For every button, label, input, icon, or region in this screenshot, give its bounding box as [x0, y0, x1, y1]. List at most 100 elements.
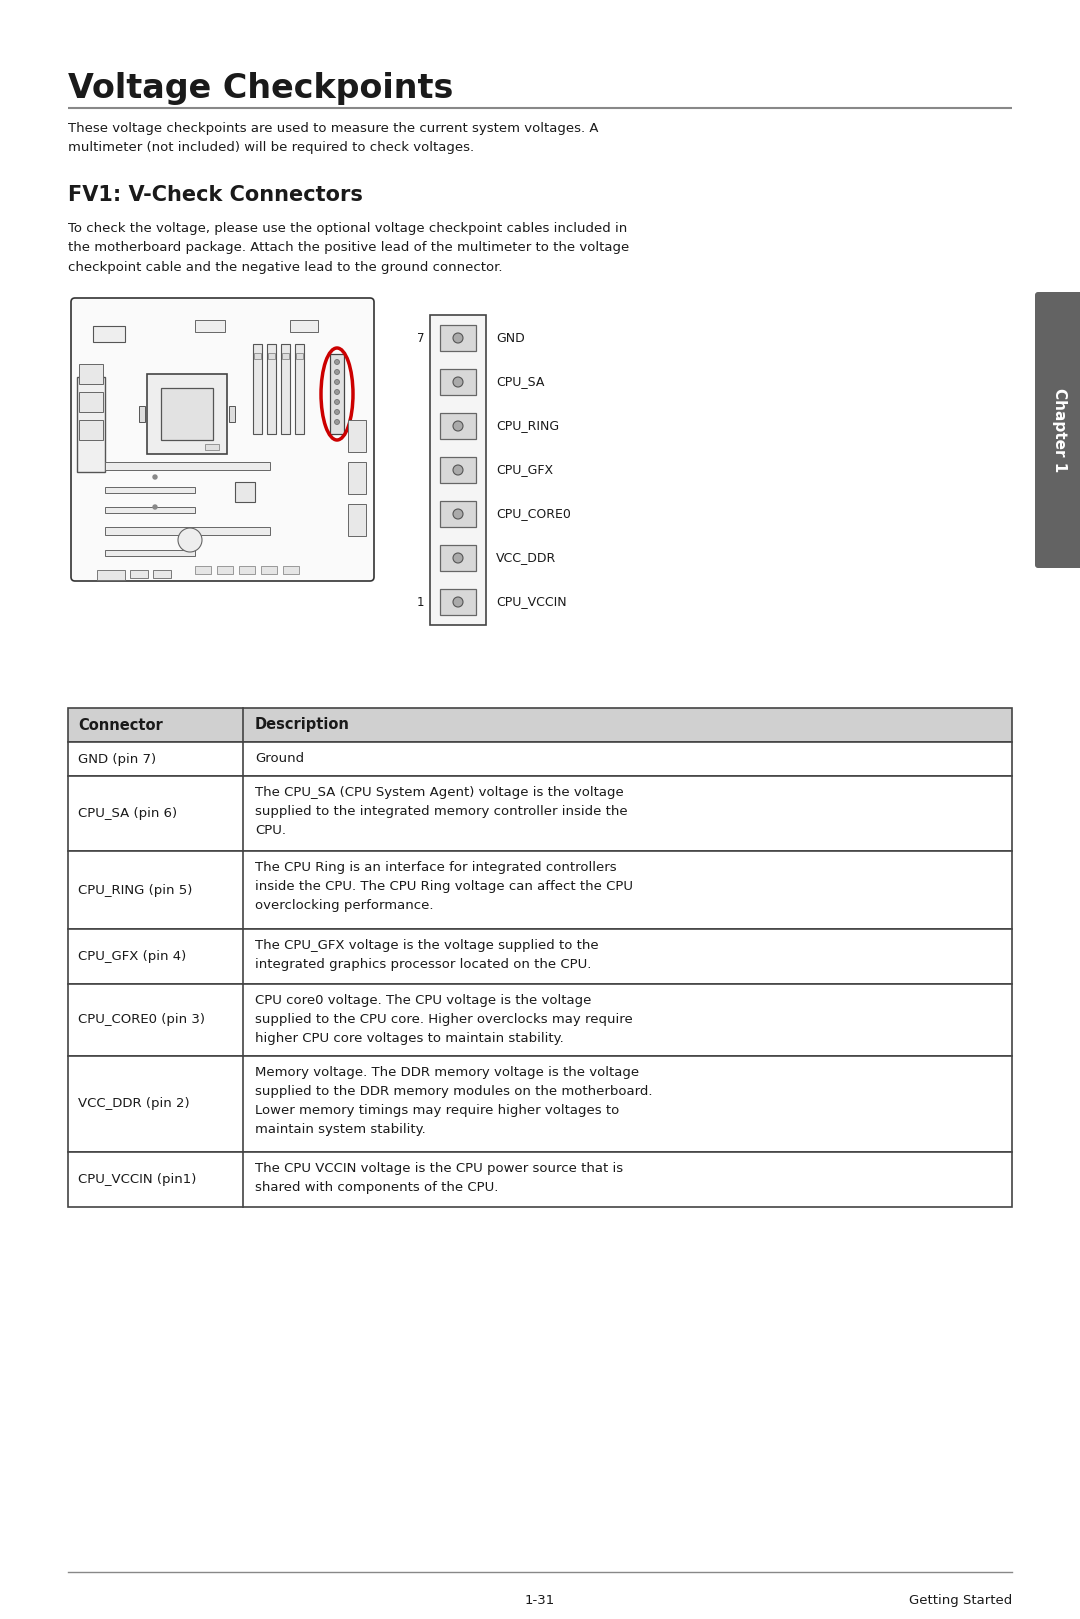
Circle shape — [178, 528, 202, 552]
Bar — [79, 419, 103, 440]
Text: Ground: Ground — [255, 751, 305, 766]
Text: FV1: V-Check Connectors: FV1: V-Check Connectors — [68, 185, 363, 206]
Text: Connector: Connector — [78, 717, 163, 732]
Circle shape — [335, 390, 339, 395]
Bar — [105, 507, 195, 513]
FancyBboxPatch shape — [1035, 291, 1080, 568]
Bar — [130, 570, 148, 578]
Text: To check the voltage, please use the optional voltage checkpoint cables included: To check the voltage, please use the opt… — [68, 222, 630, 274]
Bar — [68, 1153, 1012, 1208]
Bar — [68, 776, 1012, 852]
Text: CPU_GFX (pin 4): CPU_GFX (pin 4) — [78, 950, 186, 963]
Text: GND (pin 7): GND (pin 7) — [78, 753, 157, 766]
Bar — [253, 343, 262, 434]
Bar — [97, 570, 125, 580]
Bar — [348, 504, 366, 536]
Bar — [430, 316, 486, 625]
Bar — [440, 325, 476, 351]
Text: CPU_RING (pin 5): CPU_RING (pin 5) — [78, 884, 192, 897]
Circle shape — [335, 400, 339, 405]
Circle shape — [335, 410, 339, 414]
Text: CPU core0 voltage. The CPU voltage is the voltage
supplied to the CPU core. High: CPU core0 voltage. The CPU voltage is th… — [255, 994, 633, 1044]
Bar — [440, 500, 476, 528]
Bar — [283, 567, 299, 575]
Bar — [195, 567, 211, 575]
Text: The CPU Ring is an interface for integrated controllers
inside the CPU. The CPU : The CPU Ring is an interface for integra… — [255, 861, 633, 911]
Circle shape — [153, 505, 157, 508]
Bar — [68, 708, 1012, 742]
Bar — [330, 355, 345, 434]
Bar — [147, 374, 227, 453]
Text: GND: GND — [496, 332, 525, 345]
Bar — [79, 364, 103, 384]
Bar — [79, 392, 103, 411]
Bar — [105, 550, 195, 555]
Circle shape — [453, 377, 463, 387]
Circle shape — [153, 474, 157, 479]
Bar — [440, 457, 476, 482]
Bar — [296, 353, 303, 359]
Bar — [217, 567, 233, 575]
Bar — [348, 419, 366, 452]
Text: The CPU_SA (CPU System Agent) voltage is the voltage
supplied to the integrated : The CPU_SA (CPU System Agent) voltage is… — [255, 785, 627, 837]
Circle shape — [335, 369, 339, 374]
Text: CPU_CORE0 (pin 3): CPU_CORE0 (pin 3) — [78, 1013, 205, 1026]
Text: 1-31: 1-31 — [525, 1593, 555, 1606]
Bar — [267, 343, 276, 434]
Bar — [282, 353, 289, 359]
Text: The CPU VCCIN voltage is the CPU power source that is
shared with components of : The CPU VCCIN voltage is the CPU power s… — [255, 1162, 623, 1193]
Bar — [348, 461, 366, 494]
Bar — [254, 353, 261, 359]
Text: Voltage Checkpoints: Voltage Checkpoints — [68, 71, 454, 105]
Text: CPU_RING: CPU_RING — [496, 419, 559, 432]
Bar — [77, 377, 105, 473]
Bar — [68, 929, 1012, 984]
Text: Getting Started: Getting Started — [908, 1593, 1012, 1606]
Bar — [139, 406, 145, 423]
Circle shape — [453, 597, 463, 607]
Text: CPU_CORE0: CPU_CORE0 — [496, 507, 571, 520]
Text: The CPU_GFX voltage is the voltage supplied to the
integrated graphics processor: The CPU_GFX voltage is the voltage suppl… — [255, 939, 598, 971]
Bar — [105, 528, 270, 534]
Bar — [68, 1056, 1012, 1153]
Bar — [229, 406, 235, 423]
Text: 7: 7 — [417, 332, 424, 345]
Bar — [268, 353, 275, 359]
Bar — [105, 461, 270, 470]
Bar — [295, 343, 303, 434]
Circle shape — [335, 419, 339, 424]
Text: CPU_GFX: CPU_GFX — [496, 463, 553, 476]
Text: 1: 1 — [417, 596, 424, 609]
Bar — [235, 482, 255, 502]
Bar — [239, 567, 255, 575]
Text: CPU_VCCIN (pin1): CPU_VCCIN (pin1) — [78, 1174, 197, 1187]
Bar — [281, 343, 291, 434]
Bar — [261, 567, 276, 575]
Bar — [153, 570, 171, 578]
Circle shape — [453, 508, 463, 520]
Bar — [68, 984, 1012, 1056]
Bar — [440, 369, 476, 395]
Bar — [291, 321, 318, 332]
Bar — [440, 589, 476, 615]
Bar — [440, 546, 476, 572]
Bar — [161, 389, 213, 440]
Circle shape — [453, 554, 463, 563]
Bar — [68, 742, 1012, 776]
Bar — [440, 413, 476, 439]
Text: VCC_DDR: VCC_DDR — [496, 552, 556, 565]
Circle shape — [453, 334, 463, 343]
Bar — [68, 852, 1012, 929]
Bar — [195, 321, 225, 332]
FancyBboxPatch shape — [71, 298, 374, 581]
Bar — [205, 444, 219, 450]
Text: Chapter 1: Chapter 1 — [1052, 389, 1067, 473]
Text: Description: Description — [255, 717, 350, 732]
Text: These voltage checkpoints are used to measure the current system voltages. A
mul: These voltage checkpoints are used to me… — [68, 121, 598, 154]
Text: Memory voltage. The DDR memory voltage is the voltage
supplied to the DDR memory: Memory voltage. The DDR memory voltage i… — [255, 1065, 652, 1137]
Circle shape — [335, 359, 339, 364]
Bar — [93, 325, 125, 342]
Text: VCC_DDR (pin 2): VCC_DDR (pin 2) — [78, 1098, 190, 1111]
Bar — [105, 487, 195, 494]
Text: CPU_SA: CPU_SA — [496, 376, 544, 389]
